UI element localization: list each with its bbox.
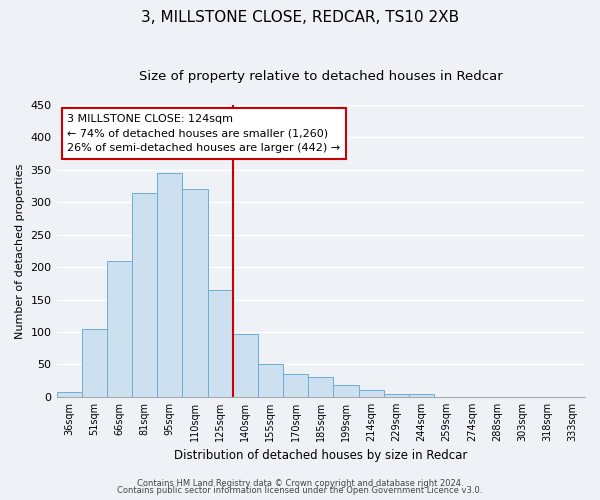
Title: Size of property relative to detached houses in Redcar: Size of property relative to detached ho… bbox=[139, 70, 503, 83]
Bar bbox=[283, 374, 308, 397]
Bar bbox=[233, 334, 258, 397]
Bar bbox=[208, 290, 233, 397]
Text: Contains HM Land Registry data © Crown copyright and database right 2024.: Contains HM Land Registry data © Crown c… bbox=[137, 478, 463, 488]
Bar bbox=[82, 329, 107, 397]
Y-axis label: Number of detached properties: Number of detached properties bbox=[15, 164, 25, 338]
Bar bbox=[182, 190, 208, 397]
Bar bbox=[157, 173, 182, 397]
Text: Contains public sector information licensed under the Open Government Licence v3: Contains public sector information licen… bbox=[118, 486, 482, 495]
Bar bbox=[308, 378, 334, 397]
Bar bbox=[107, 260, 132, 397]
Bar bbox=[334, 386, 359, 397]
Bar bbox=[56, 392, 82, 397]
Text: 3 MILLSTONE CLOSE: 124sqm
← 74% of detached houses are smaller (1,260)
26% of se: 3 MILLSTONE CLOSE: 124sqm ← 74% of detac… bbox=[67, 114, 340, 154]
Bar bbox=[359, 390, 383, 397]
Bar bbox=[132, 192, 157, 397]
Bar bbox=[383, 394, 409, 397]
Bar bbox=[258, 364, 283, 397]
Bar bbox=[409, 394, 434, 397]
Text: 3, MILLSTONE CLOSE, REDCAR, TS10 2XB: 3, MILLSTONE CLOSE, REDCAR, TS10 2XB bbox=[141, 10, 459, 25]
X-axis label: Distribution of detached houses by size in Redcar: Distribution of detached houses by size … bbox=[174, 450, 467, 462]
